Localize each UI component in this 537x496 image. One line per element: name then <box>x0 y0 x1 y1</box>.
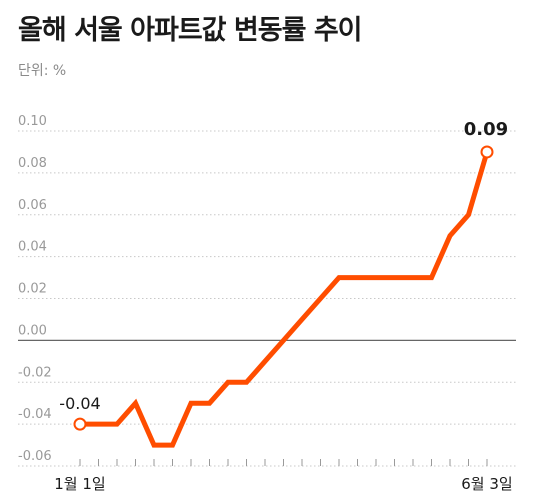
y-tick-label: 0.02 <box>18 282 47 297</box>
start-point-marker <box>73 417 87 431</box>
y-tick-label: -0.06 <box>18 449 52 464</box>
end-value-label: 0.09 <box>464 119 508 140</box>
y-tick-label: 0.04 <box>18 240 47 255</box>
series-line <box>80 151 490 448</box>
x-tick-label-end: 6월 3일 <box>461 475 512 493</box>
y-tick-label: 0.10 <box>18 114 47 129</box>
y-tick-label: 0.06 <box>18 198 47 213</box>
chart-title: 올해 서울 아파트값 변동률 추이 <box>18 15 363 46</box>
start-value-label: -0.04 <box>59 394 100 413</box>
grid-layer <box>18 130 516 467</box>
end-point-marker <box>480 145 494 159</box>
y-tick-label: -0.04 <box>18 407 52 422</box>
x-tick-layer <box>79 459 488 466</box>
y-tick-label: -0.02 <box>18 365 52 380</box>
y-tick-label: 0.08 <box>18 156 47 171</box>
y-tick-labels: 0.10 0.08 0.06 0.04 0.02 0.00 -0.02 -0.04 -0.06 <box>18 114 52 464</box>
x-tick-label-start: 1월 1일 <box>54 475 105 493</box>
y-tick-label: 0.00 <box>18 323 47 338</box>
unit-label: 단위: % <box>18 63 67 79</box>
